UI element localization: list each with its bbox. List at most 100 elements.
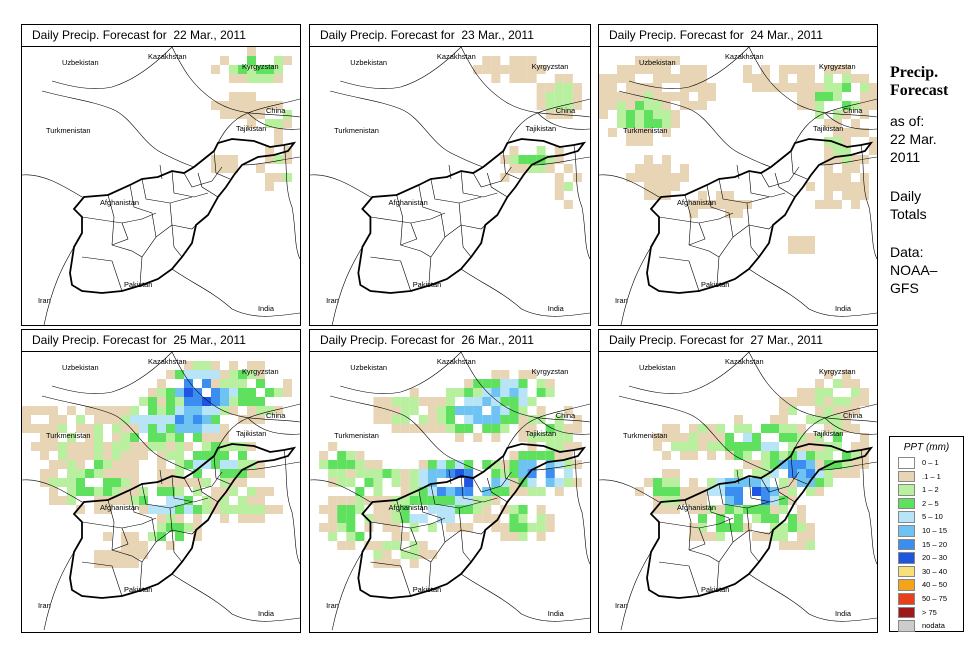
precip-cell: [283, 388, 292, 397]
legend-title: PPT (mm): [903, 442, 950, 453]
precip-cell: [382, 406, 392, 415]
province-border: [706, 489, 730, 519]
legend-label: 1 – 2: [922, 485, 939, 495]
country-label-turkmenistan: Turkmenistan: [623, 431, 668, 440]
precip-cell: [734, 487, 743, 496]
precip-cell: [698, 191, 707, 200]
precip-cell: [455, 487, 465, 496]
precip-cell: [211, 433, 220, 442]
precip-cell: [482, 424, 492, 433]
precip-cell: [130, 433, 139, 442]
precip-cell: [563, 451, 573, 460]
precip-cell: [130, 424, 139, 433]
precip-cell: [40, 406, 49, 415]
province-border: [171, 475, 209, 503]
precip-cell: [455, 460, 465, 469]
precip-cell: [716, 424, 725, 433]
forecast-panel-mar22: Daily Precip. Forecast for 22 Mar., 2011…: [21, 24, 301, 326]
precip-cell: [274, 128, 283, 137]
precip-cell: [563, 164, 573, 173]
precip-cell: [67, 433, 76, 442]
legend-item: 2 – 5: [890, 497, 963, 511]
country-border: [247, 417, 300, 435]
precip-cell: [536, 92, 546, 101]
precip-cell: [391, 523, 401, 532]
province-border: [370, 561, 412, 597]
precip-cell: [220, 101, 229, 110]
precip-cell: [779, 505, 788, 514]
precip-cell: [229, 370, 238, 379]
country-label-afghanistan: Afghanistan: [677, 503, 716, 512]
precip-cell: [94, 469, 103, 478]
precip-cell: [545, 451, 555, 460]
precip-cell: [608, 101, 617, 110]
precip-cell: [743, 451, 752, 460]
province-border: [213, 455, 231, 485]
precip-cell: [554, 191, 564, 200]
precip-cell: [319, 523, 329, 532]
province-border: [684, 194, 692, 246]
country-label-iran: Iran: [38, 601, 51, 610]
precip-cell: [211, 415, 220, 424]
precip-cell: [842, 164, 851, 173]
precip-cell: [860, 442, 869, 451]
precip-cell: [455, 388, 465, 397]
precip-cell: [220, 388, 229, 397]
precip-cell: [662, 74, 671, 83]
precip-cell: [698, 101, 707, 110]
precip-cell: [743, 200, 752, 209]
precip-cell: [716, 514, 725, 523]
precip-cell: [806, 101, 815, 110]
precip-cell: [698, 505, 707, 514]
country-border: [460, 268, 590, 317]
precip-cell: [716, 478, 725, 487]
precip-cell: [662, 478, 671, 487]
precip-cell: [337, 514, 347, 523]
province-border: [213, 150, 231, 180]
precip-cell: [436, 487, 446, 496]
precip-cell: [779, 65, 788, 74]
precip-cell: [247, 101, 256, 110]
precip-cell: [653, 173, 662, 182]
precip-cell: [184, 478, 193, 487]
province-border: [139, 212, 157, 286]
precip-cell: [734, 415, 743, 424]
precip-cell: [725, 451, 734, 460]
data-line2: NOAA–: [890, 262, 938, 278]
precip-cell: [743, 460, 752, 469]
precip-cell: [797, 478, 806, 487]
precip-cell: [139, 550, 148, 559]
precip-cell: [49, 487, 58, 496]
precip-cell: [752, 442, 761, 451]
precip-cell: [184, 361, 193, 370]
precip-cell: [220, 155, 229, 164]
precip-cell: [536, 487, 546, 496]
country-label-kyrgyzstan: Kyrgyzstan: [242, 367, 279, 376]
precip-cell: [436, 505, 446, 514]
precip-cell: [391, 478, 401, 487]
precip-cell: [815, 487, 824, 496]
precip-cell: [545, 83, 555, 92]
country-label-kazakhstan: Kazakhstan: [148, 52, 187, 61]
precip-cell: [112, 487, 121, 496]
precip-cell: [851, 74, 860, 83]
precip-cell: [157, 397, 166, 406]
legend-swatch: [898, 497, 915, 510]
precip-cell: [833, 83, 842, 92]
precip-cell: [130, 460, 139, 469]
precip-cell: [211, 361, 220, 370]
precip-cell: [112, 415, 121, 424]
precip-cell: [175, 460, 184, 469]
precip-cell: [806, 397, 815, 406]
precip-cell: [256, 379, 265, 388]
precip-cell: [464, 379, 474, 388]
precip-cell: [455, 406, 465, 415]
precip-cell: [761, 65, 770, 74]
precip-legend: PPT (mm) 0 – 1 .1 – 1 1 – 2 2 – 5 5 – 10 10 –…: [889, 436, 964, 632]
precip-cell: [121, 406, 130, 415]
precip-cell: [274, 137, 283, 146]
precip-cell: [473, 514, 483, 523]
province-border: [460, 170, 498, 198]
precip-cell: [238, 451, 247, 460]
precip-cell: [49, 424, 58, 433]
